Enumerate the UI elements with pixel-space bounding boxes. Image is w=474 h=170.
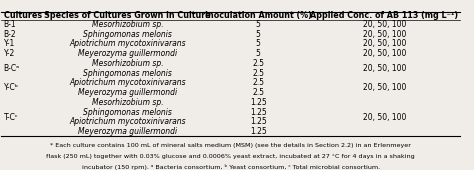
Text: Meyerozyma guillermondi: Meyerozyma guillermondi [78,127,177,136]
Text: Meyerozyma guillermondi: Meyerozyma guillermondi [78,49,177,58]
Text: 2.5: 2.5 [252,59,264,68]
Text: * Each culture contains 100 mL of mineral salts medium (MSM) (see the details in: * Each culture contains 100 mL of minera… [50,143,411,148]
Text: Cultures *: Cultures * [4,11,49,20]
Text: 20, 50, 100: 20, 50, 100 [363,20,406,29]
Text: Mesorhizobium sp.: Mesorhizobium sp. [91,98,163,107]
Text: flask (250 mL) together with 0.03% glucose and 0.0006% yeast extract, incubated : flask (250 mL) together with 0.03% gluco… [46,154,415,159]
Text: 1.25: 1.25 [250,117,266,126]
Text: Sphingomonas melonis: Sphingomonas melonis [83,30,172,39]
Text: 20, 50, 100: 20, 50, 100 [363,39,406,48]
Text: 20, 50, 100: 20, 50, 100 [363,113,406,122]
Text: Sphingomonas melonis: Sphingomonas melonis [83,108,172,117]
Text: 1.25: 1.25 [250,127,266,136]
Text: 5: 5 [255,30,261,39]
Text: Meyerozyma guillermondi: Meyerozyma guillermondi [78,88,177,97]
Text: 1.25: 1.25 [250,108,266,117]
Text: Apiotrichum mycotoxinivarans: Apiotrichum mycotoxinivarans [69,78,186,87]
Text: 20, 50, 100: 20, 50, 100 [363,30,406,39]
Text: 20, 50, 100: 20, 50, 100 [363,64,406,73]
Text: Mesorhizobium sp.: Mesorhizobium sp. [91,20,163,29]
Text: Mesorhizobium sp.: Mesorhizobium sp. [91,59,163,68]
Text: Species of Cultures Grown in Culture: Species of Cultures Grown in Culture [44,11,211,20]
Text: 2.5: 2.5 [252,88,264,97]
Text: B-1: B-1 [4,20,16,29]
Text: Apiotrichum mycotoxinivarans: Apiotrichum mycotoxinivarans [69,117,186,126]
Text: B-Cᵃ: B-Cᵃ [4,64,20,73]
Text: B-2: B-2 [4,30,16,39]
Text: 2.5: 2.5 [252,78,264,87]
Text: 2.5: 2.5 [252,69,264,78]
Text: 1.25: 1.25 [250,98,266,107]
Text: Inoculation Amount (%): Inoculation Amount (%) [205,11,311,20]
Text: 20, 50, 100: 20, 50, 100 [363,49,406,58]
Text: Y-Cᵇ: Y-Cᵇ [4,83,18,92]
Text: T-Cᶜ: T-Cᶜ [4,113,18,122]
Text: 5: 5 [255,49,261,58]
Text: Applied Conc. of AB 113 (mg L⁻¹): Applied Conc. of AB 113 (mg L⁻¹) [310,11,458,20]
Text: 5: 5 [255,39,261,48]
Text: 20, 50, 100: 20, 50, 100 [363,83,406,92]
Text: Apiotrichum mycotoxinivarans: Apiotrichum mycotoxinivarans [69,39,186,48]
Text: incubator (150 rpm). ᵃ Bacteria consortium, ᵇ Yeast consortium, ᶜ Total microbia: incubator (150 rpm). ᵃ Bacteria consorti… [82,164,380,170]
Text: 5: 5 [255,20,261,29]
Text: Y-1: Y-1 [4,39,15,48]
Text: Y-2: Y-2 [4,49,15,58]
Text: Sphingomonas melonis: Sphingomonas melonis [83,69,172,78]
